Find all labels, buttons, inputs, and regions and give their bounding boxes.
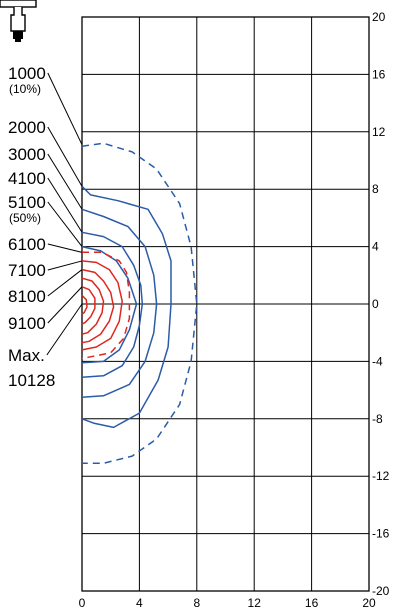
x-tick-label: 0	[79, 596, 86, 610]
x-tick-label: 12	[248, 596, 262, 610]
y-tick-label: -8	[372, 412, 383, 426]
y-tick-label: 4	[372, 240, 379, 254]
x-tick-label: 16	[305, 596, 319, 610]
contour-line-2	[81, 185, 172, 429]
leader-line-4	[47, 177, 83, 233]
y-tick-label: 16	[372, 67, 386, 81]
contour-line-10	[81, 286, 96, 325]
y-tick-label: 0	[372, 297, 379, 311]
contour-label-10: Max.	[8, 346, 45, 365]
leader-line-3	[47, 153, 83, 210]
leader-line-8	[47, 269, 83, 297]
leader-line-5	[47, 201, 83, 247]
contour-line-4	[81, 231, 144, 378]
contour-label-7: 7100	[8, 261, 46, 280]
y-tick-labels: 20 16 12 8 4 0 -4 -8 -12 -16 -20	[372, 10, 390, 598]
y-tick-label: -16	[372, 527, 390, 541]
contour-label-6: 6100	[8, 235, 46, 254]
y-tick-label: 12	[372, 125, 386, 139]
y-tick-label: 20	[372, 10, 386, 24]
contour-line-9	[81, 277, 105, 335]
contour-curves	[81, 142, 198, 465]
leader-line-2	[47, 126, 83, 187]
leader-line-9	[47, 286, 83, 324]
contour-line-1	[81, 142, 198, 465]
contour-line-11	[81, 294, 88, 315]
contour-label-11: 10128	[8, 371, 55, 390]
y-tick-label: -20	[372, 584, 390, 598]
luminaire-icon	[0, 0, 37, 42]
x-tick-labels: 0 4 8 12 16 20	[79, 596, 376, 610]
contour-label-4: 4100	[8, 169, 46, 188]
x-tick-label: 4	[136, 596, 143, 610]
y-tick-label: -12	[372, 469, 390, 483]
contour-line-5	[81, 245, 138, 364]
y-tick-label: -4	[372, 354, 383, 368]
label-leaders	[46, 72, 83, 356]
contour-label-1: 1000	[8, 64, 46, 83]
contour-label-sub-1: (10%)	[9, 82, 41, 96]
contour-line-6	[81, 251, 131, 360]
contour-line-7	[81, 260, 123, 351]
x-tick-label: 20	[362, 596, 376, 610]
contour-line-3	[81, 208, 158, 399]
contour-labels: 1000(10%) 2000 3000 4100 5100(50%) 6100 7100 81…	[8, 64, 55, 390]
chart-grid	[81, 16, 370, 592]
contour-label-3: 3000	[8, 145, 46, 164]
leader-line-1	[47, 72, 83, 145]
y-tick-label: 8	[372, 182, 379, 196]
contour-label-2: 2000	[8, 118, 46, 137]
contour-label-sub-5: (50%)	[9, 211, 41, 225]
contour-label-9: 9100	[8, 314, 46, 333]
leader-line-10	[46, 303, 83, 356]
contour-label-5: 5100	[8, 193, 46, 212]
leader-line-6	[47, 243, 83, 253]
contour-line-8	[81, 268, 115, 344]
leader-line-7	[47, 260, 83, 271]
x-tick-label: 8	[193, 596, 200, 610]
contour-label-8: 8100	[8, 287, 46, 306]
